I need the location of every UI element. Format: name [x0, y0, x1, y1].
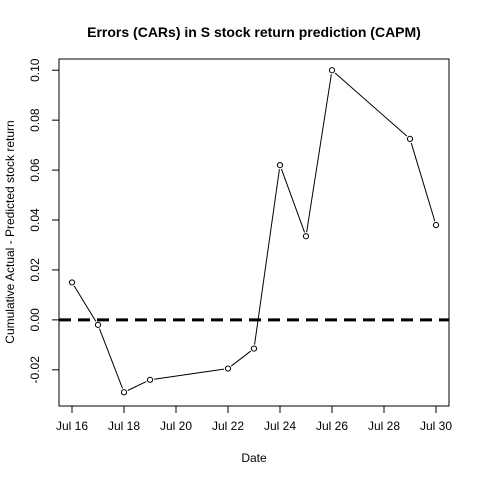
- x-tick-label: Jul 22: [212, 419, 244, 433]
- data-point: [406, 135, 414, 142]
- data-point: [276, 161, 284, 169]
- series-cars: [68, 67, 440, 396]
- y-tick-label: 0.08: [28, 108, 42, 132]
- data-point: [94, 321, 102, 328]
- data-point: [224, 365, 232, 372]
- series-line-segment: [230, 350, 252, 367]
- data-point: [146, 376, 154, 383]
- x-tick-label: Jul 16: [56, 419, 88, 433]
- series-line-segment: [306, 74, 332, 233]
- y-tick-label: 0.02: [28, 258, 42, 282]
- y-axis: -0.02 0.00 0.02 0.04 0.06 0.08 0.10: [28, 58, 59, 383]
- y-tick-label: 0.04: [28, 208, 42, 232]
- data-point: [120, 389, 128, 396]
- y-tick-label: 0.00: [28, 308, 42, 332]
- series-line-segment: [254, 169, 280, 345]
- x-tick-label: Jul 28: [368, 419, 400, 433]
- y-tick-label: 0.06: [28, 158, 42, 182]
- y-axis-label: Cumulative Actual - Predicted stock retu…: [3, 120, 17, 343]
- data-point: [328, 67, 336, 74]
- y-tick-label: -0.02: [28, 356, 42, 384]
- series-line-segment: [127, 381, 147, 391]
- x-tick-label: Jul 20: [160, 419, 192, 433]
- plot-area-frame: [58, 58, 450, 407]
- series-line-segment: [73, 285, 97, 322]
- series-line-segment: [280, 168, 306, 233]
- data-point: [432, 221, 440, 229]
- data-point: [302, 233, 310, 240]
- chart-title: Errors (CARs) in S stock return predicti…: [87, 24, 421, 40]
- series-line-segment: [410, 142, 436, 222]
- y-tick-label: 0.10: [28, 58, 42, 82]
- x-tick-label: Jul 18: [108, 419, 140, 433]
- series-line-segment: [153, 368, 225, 380]
- x-tick-label: Jul 26: [316, 419, 348, 433]
- x-axis: Jul 16 Jul 18 Jul 20 Jul 22 Jul 24 Jul 26 Jul …: [56, 406, 452, 433]
- x-axis-label: Date: [241, 451, 267, 465]
- series-line-segment: [334, 72, 408, 137]
- series-line-segment: [99, 328, 123, 389]
- data-point: [68, 279, 76, 286]
- x-tick-label: Jul 24: [264, 419, 296, 433]
- data-point: [250, 345, 258, 352]
- x-tick-label: Jul 30: [420, 419, 452, 433]
